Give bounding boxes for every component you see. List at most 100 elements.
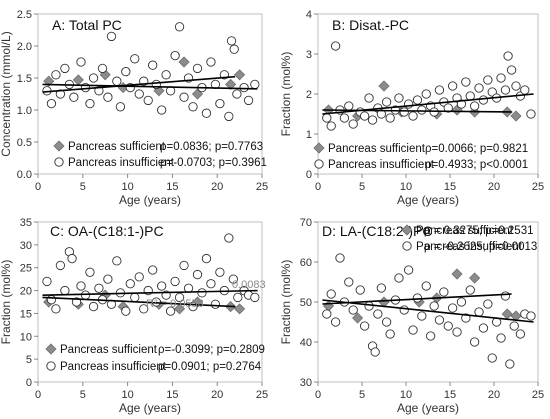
data-point-circle [474,307,484,317]
data-point-circle [506,65,517,75]
data-point-circle [373,309,383,319]
x-tick-label: 15 [166,389,178,401]
data-point-circle [496,73,506,83]
data-point-circle [229,44,239,54]
y-axis-label: Fraction (mol%) [0,260,13,345]
data-point-circle [511,81,521,91]
data-point-circle [197,288,207,298]
data-point-circle [412,95,423,105]
x-tick-label: 25 [256,181,268,193]
x-tick-label: 5 [80,181,86,193]
legend-marker-diamond [53,140,65,152]
data-point-circle [456,99,467,109]
chart-title: B: Disat.-PC [332,17,409,33]
chart-title: A: Total PC [52,17,122,33]
x-tick-label: 20 [488,181,500,193]
data-point-circle [156,105,167,115]
annotation: R² = 0.0556 [146,298,204,310]
x-axis-label: Age (years) [397,193,459,207]
y-tick-label: 30 [20,240,32,252]
x-tick-label: 0 [315,389,321,401]
data-point-circle [322,309,332,319]
legend-marker-diamond [313,142,325,154]
trend-line-2 [322,299,534,323]
data-point-circle [496,333,506,343]
data-point-circle [367,115,378,125]
legend-marker-circle [46,361,56,371]
data-point-circle [97,63,108,74]
y-axis-label: Fraction (mol%) [279,260,293,345]
data-point-circle [224,111,234,122]
data-point-circle [478,95,489,105]
x-tick-label: 5 [359,181,365,193]
legend-marker-circle [402,241,412,251]
x-tick-label: 15 [444,389,456,401]
data-point-circle [46,295,57,305]
data-point-circle [226,36,237,46]
data-point-circle [376,109,387,119]
data-point-diamond [451,268,463,280]
data-point-circle [500,85,511,95]
data-point-circle [322,113,332,123]
data-point-circle [456,297,467,307]
panel-3: 0 5 10 15 20 25 0 5 10 15 20 25 30 35 Age (years) Fract… [0,217,268,415]
y-tick-label: 2.0 [17,41,32,53]
legend-marker-circle [314,159,324,169]
data-point-diamond [225,78,237,90]
data-point-circle [88,73,99,83]
data-point-circle [139,304,149,314]
data-point-circle [94,283,104,293]
data-point-circle [403,265,414,275]
data-point-circle [55,89,66,99]
y-tick-label: 25 [20,263,32,275]
data-point-circle [505,359,515,369]
data-point-circle [188,102,198,112]
y-tick-label: 15 [20,308,32,320]
data-point-circle [210,299,221,309]
x-tick-label: 10 [400,389,412,401]
data-point-circle [134,272,144,282]
data-point-circle [76,57,86,67]
data-point-diamond [174,303,186,315]
data-point-circle [443,321,453,331]
data-point-circle [408,111,418,121]
y-tick-label: 40 [300,337,312,349]
data-point-circle [232,89,242,99]
data-point-circle [201,108,212,118]
data-point-circle [385,113,395,123]
data-point-circle [85,267,95,277]
y-tick-label: 10 [20,331,32,343]
stat-label: ρ=-0.0703; p=0.3961 [160,157,267,169]
plot-area [37,13,263,175]
data-point-circle [443,103,453,113]
trend-line-1 [322,293,512,305]
legend-marker-diamond [45,343,57,355]
data-point-circle [503,51,513,61]
data-point-circle [330,317,341,327]
data-point-diamond [322,300,335,312]
legend-label: Pancreas sufficient [328,143,426,155]
data-point-diamond [378,80,390,92]
data-point-circle [403,99,414,109]
data-point-circle [69,92,79,102]
legend-marker-diamond [401,224,413,236]
data-point-circle [474,83,484,93]
data-point-circle [335,253,345,263]
annotation: 0.0083 [232,279,266,291]
data-point-circle [385,329,395,339]
data-point-circle [381,97,392,107]
data-point-circle [215,98,225,109]
data-point-circle [417,311,427,321]
data-point-diamond [72,74,84,86]
data-point-circle [55,260,66,271]
legend-label: Pancreas insufficient [416,241,523,253]
y-tick-label: 2 [306,89,312,101]
data-point-circle [112,256,122,266]
data-point-diamond [510,310,522,322]
data-point-circle [174,292,185,303]
data-point-circle [381,317,392,327]
data-point-circle [469,101,480,111]
data-point-circle [429,301,439,311]
data-point-circle [461,77,471,87]
